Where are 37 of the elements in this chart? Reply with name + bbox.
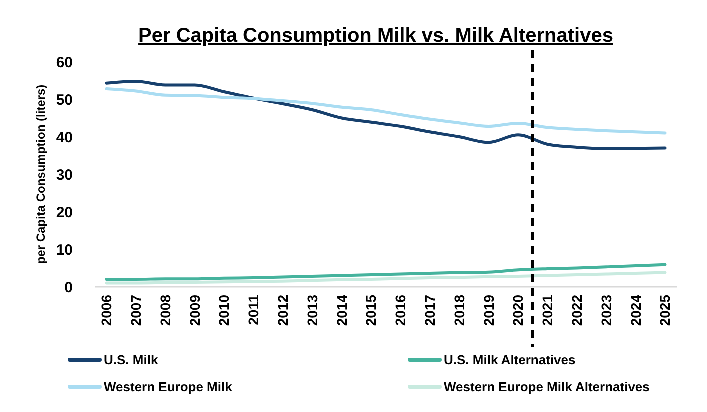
x-tick-label: 2023 xyxy=(598,294,614,326)
y-tick-label: 40 xyxy=(56,129,73,146)
y-tick-label: 60 xyxy=(56,54,73,72)
x-tick-label: 2013 xyxy=(304,294,320,326)
x-tick-label: 2017 xyxy=(422,294,438,326)
x-tick-label: 2007 xyxy=(128,294,144,326)
line-series xyxy=(105,271,667,285)
chart-title: Per Capita Consumption Milk vs. Milk Alternatives xyxy=(138,25,614,47)
y-tick-label: 10 xyxy=(56,242,73,259)
x-tick-label: 2014 xyxy=(334,294,350,326)
y-tick-label: 20 xyxy=(56,204,73,222)
x-tick-label: 2019 xyxy=(480,294,497,326)
x-tick-label: 2024 xyxy=(628,294,644,326)
legend-label: Western Europe Milk Alternatives xyxy=(444,380,650,395)
line-series xyxy=(105,88,667,135)
x-tick-label: 2025 xyxy=(657,294,674,326)
x-tick-label: 2012 xyxy=(275,294,292,326)
x-tick-label: 2011 xyxy=(246,294,262,326)
x-tick-label: 2018 xyxy=(451,294,468,326)
y-tick-label: 50 xyxy=(56,92,73,109)
x-tick-label: 2021 xyxy=(540,294,556,326)
x-tick-label: 2016 xyxy=(392,294,409,326)
x-tick-label: 2010 xyxy=(216,294,232,326)
y-axis-title: per Capita Consumption (liters) xyxy=(34,84,48,264)
line-series xyxy=(105,263,667,281)
x-tick-label: 2008 xyxy=(157,294,174,326)
x-tick-label: 2006 xyxy=(98,294,115,326)
line-series xyxy=(105,80,667,150)
x-tick-label: 2009 xyxy=(186,294,203,326)
x-tick-label: 2022 xyxy=(568,294,585,326)
legend-label: U.S. Milk xyxy=(104,352,159,368)
x-tick-label: 2015 xyxy=(363,294,380,326)
y-tick-label: 0 xyxy=(64,279,73,296)
x-tick-label: 2020 xyxy=(510,294,526,326)
legend-label: Western Europe Milk xyxy=(104,380,234,395)
legend-label: U.S. Milk Alternatives xyxy=(444,352,576,368)
y-tick-label: 30 xyxy=(56,166,73,184)
